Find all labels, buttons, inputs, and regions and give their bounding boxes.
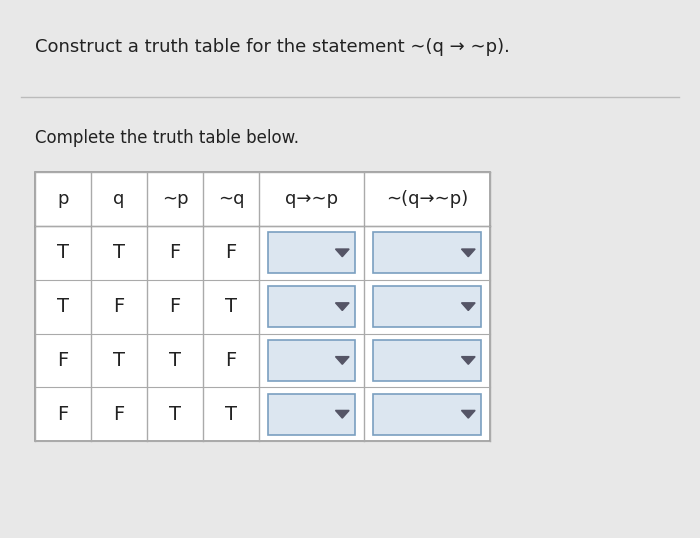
Polygon shape	[335, 303, 349, 310]
Text: T: T	[169, 405, 181, 424]
Polygon shape	[461, 357, 475, 364]
Text: F: F	[57, 351, 69, 370]
FancyBboxPatch shape	[268, 394, 355, 435]
Text: F: F	[169, 297, 181, 316]
Text: F: F	[57, 405, 69, 424]
FancyBboxPatch shape	[373, 286, 481, 327]
Polygon shape	[461, 410, 475, 418]
Text: q: q	[113, 190, 125, 208]
FancyBboxPatch shape	[373, 232, 481, 273]
Text: T: T	[113, 243, 125, 263]
Text: F: F	[225, 351, 237, 370]
Text: T: T	[57, 243, 69, 263]
Polygon shape	[461, 249, 475, 257]
Text: F: F	[169, 243, 181, 263]
FancyBboxPatch shape	[268, 286, 355, 327]
Text: F: F	[225, 243, 237, 263]
Text: T: T	[225, 405, 237, 424]
Text: Complete the truth table below.: Complete the truth table below.	[35, 129, 299, 147]
FancyBboxPatch shape	[268, 340, 355, 381]
Text: T: T	[113, 351, 125, 370]
Text: F: F	[113, 297, 125, 316]
Text: T: T	[169, 351, 181, 370]
FancyBboxPatch shape	[373, 394, 481, 435]
Polygon shape	[335, 249, 349, 257]
FancyBboxPatch shape	[373, 340, 481, 381]
Text: p: p	[57, 190, 69, 208]
Text: ∼(q→∼p): ∼(q→∼p)	[386, 190, 468, 208]
Text: q→∼p: q→∼p	[285, 190, 338, 208]
Polygon shape	[461, 303, 475, 310]
Polygon shape	[335, 357, 349, 364]
Text: T: T	[225, 297, 237, 316]
Text: ∼q: ∼q	[218, 190, 244, 208]
FancyBboxPatch shape	[35, 172, 490, 441]
FancyBboxPatch shape	[268, 232, 355, 273]
Text: ∼p: ∼p	[162, 190, 188, 208]
Text: T: T	[57, 297, 69, 316]
Polygon shape	[335, 410, 349, 418]
Text: Construct a truth table for the statement ∼(q → ∼p).: Construct a truth table for the statemen…	[35, 38, 510, 55]
Text: F: F	[113, 405, 125, 424]
